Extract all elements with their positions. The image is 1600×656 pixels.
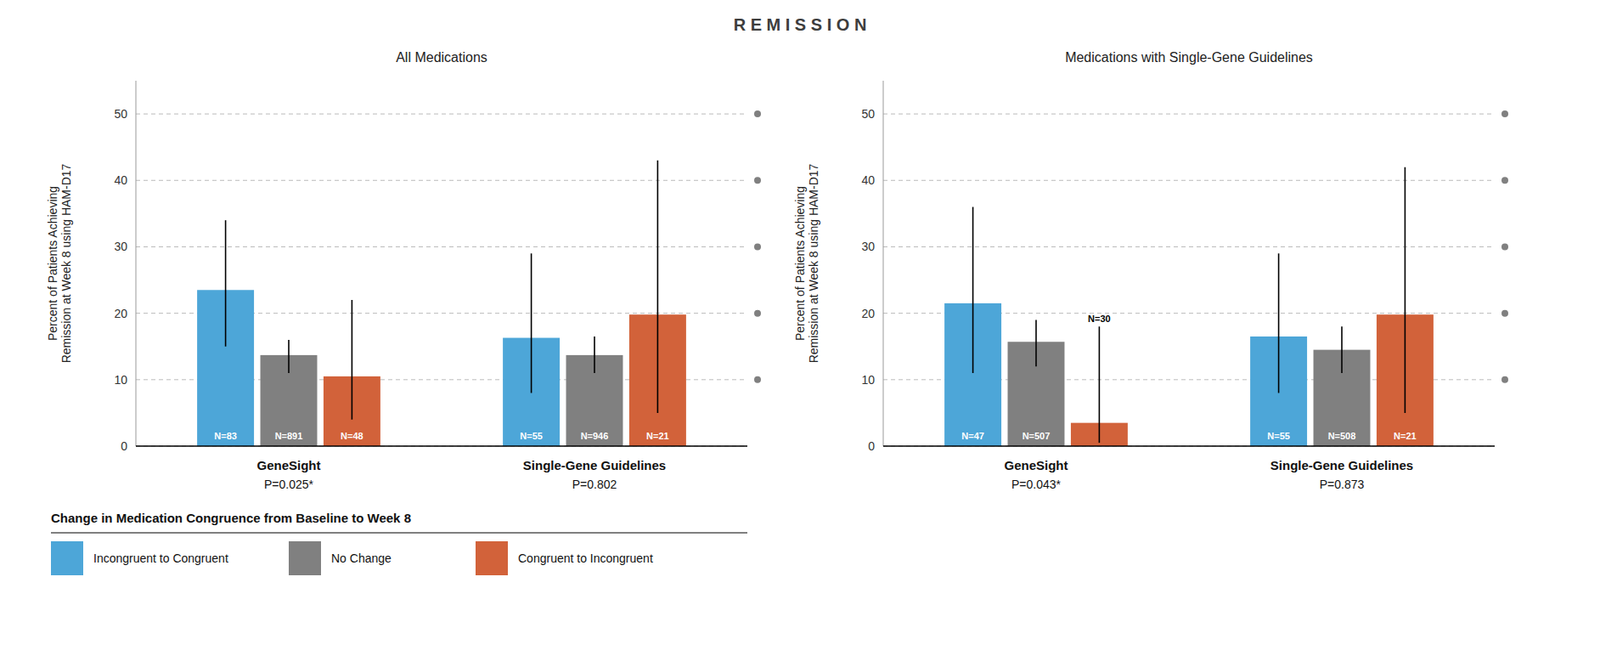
dot bbox=[754, 176, 761, 184]
dot bbox=[1501, 242, 1509, 250]
title: R E M I S S I O N bbox=[733, 15, 868, 34]
legend: Change in Medication Congruence from Bas… bbox=[50, 510, 748, 575]
y-axis-line bbox=[135, 80, 137, 446]
panel: Medications with Single-Gene Guidelines P… bbox=[793, 50, 1509, 491]
legend-swatch bbox=[288, 540, 322, 575]
error-bar bbox=[657, 160, 660, 413]
panel-title: Medications with Single-Gene Guidelines bbox=[1064, 50, 1313, 65]
dot bbox=[754, 376, 761, 384]
y-tick-label: 40 bbox=[861, 173, 875, 187]
error-bar bbox=[1340, 326, 1343, 373]
marks bbox=[944, 167, 1434, 446]
dot bbox=[1501, 309, 1509, 317]
grid-line bbox=[883, 113, 1495, 115]
p-value: P=0.802 bbox=[572, 477, 618, 491]
error-bar bbox=[530, 253, 533, 393]
dot bbox=[1501, 176, 1509, 184]
y-axis-label-line: Percent of Patients Achieving bbox=[45, 185, 60, 341]
y-axis-label-line: Remission at Week 8 using HAM-D17 bbox=[59, 163, 74, 363]
x-tick-label: Single-Gene Guidelines bbox=[1270, 457, 1414, 473]
y-tick-label: 30 bbox=[861, 239, 875, 254]
error-bar bbox=[287, 339, 290, 373]
n-label: N=21 bbox=[1393, 430, 1417, 441]
panel: All Medications Percent of Patients Achie… bbox=[45, 50, 761, 491]
y-axis-label-line: Percent of Patients Achieving bbox=[793, 185, 807, 341]
error-bar bbox=[1404, 167, 1407, 413]
grid-line bbox=[883, 180, 1495, 181]
p-value: P=0.873 bbox=[1319, 477, 1365, 491]
dot bbox=[1501, 376, 1509, 384]
y-tick-label: 0 bbox=[120, 439, 128, 453]
legend-swatch bbox=[475, 540, 508, 575]
x-tick-label: GeneSight bbox=[1003, 457, 1068, 473]
x-axis-line bbox=[883, 445, 1495, 446]
y-tick-label: 50 bbox=[113, 107, 128, 121]
error-bar bbox=[593, 336, 596, 373]
dot bbox=[754, 309, 761, 317]
y-tick-label: 20 bbox=[861, 306, 875, 321]
y-tick-label: 40 bbox=[113, 173, 128, 187]
error-bar bbox=[1035, 319, 1037, 367]
chart: R E M I S S I O N All Medications Percent … bbox=[0, 0, 1600, 656]
panel-title: All Medications bbox=[395, 50, 488, 65]
x-axis-line bbox=[135, 445, 748, 446]
dot bbox=[754, 110, 761, 118]
error-bar bbox=[972, 207, 975, 373]
error-bar bbox=[351, 299, 354, 420]
y-tick-label: 10 bbox=[113, 372, 128, 387]
error-bar bbox=[1098, 326, 1101, 443]
n-label: N=507 bbox=[1022, 430, 1051, 441]
marks bbox=[197, 160, 687, 446]
grid-line bbox=[135, 246, 748, 248]
grid-line bbox=[883, 445, 1495, 447]
n-label: N=508 bbox=[1328, 430, 1357, 441]
p-value: P=0.025* bbox=[264, 477, 315, 491]
n-label: N=21 bbox=[646, 430, 670, 441]
legend-label: No Change bbox=[331, 551, 392, 565]
grid-line bbox=[135, 113, 748, 115]
y-tick-label: 10 bbox=[861, 372, 875, 387]
y-tick-label: 0 bbox=[867, 439, 875, 453]
grid-line bbox=[135, 180, 748, 181]
y-axis-line bbox=[883, 80, 885, 446]
p-value: P=0.043* bbox=[1011, 477, 1062, 491]
n-label: N=48 bbox=[340, 430, 364, 441]
n-label: N=891 bbox=[275, 430, 304, 441]
x-tick-label: Single-Gene Guidelines bbox=[523, 457, 666, 473]
x-tick-label: GeneSight bbox=[256, 457, 321, 473]
y-axis-label-line: Remission at Week 8 using HAM-D17 bbox=[806, 163, 821, 363]
legend-label: Incongruent to Congruent bbox=[93, 551, 229, 565]
n-label: N=47 bbox=[961, 430, 985, 441]
grid-line bbox=[883, 246, 1495, 248]
grid-line bbox=[135, 445, 748, 447]
legend-label: Congruent to Incongruent bbox=[518, 551, 654, 565]
dot bbox=[754, 242, 761, 250]
y-tick-label: 50 bbox=[861, 107, 875, 121]
legend-rule bbox=[50, 532, 748, 534]
dot bbox=[1501, 110, 1509, 118]
legend-swatch bbox=[50, 540, 84, 575]
labels: N=83 N=891 N=48 N=55 N=946 N=21 bbox=[214, 430, 669, 441]
n-label: N=83 bbox=[214, 430, 237, 441]
n-label: N=946 bbox=[580, 430, 609, 441]
legend-title: Change in Medication Congruence from Bas… bbox=[50, 510, 412, 525]
y-axis-label: Percent of Patients AchievingRemission a… bbox=[793, 163, 822, 363]
n-label: N=30 bbox=[1087, 313, 1111, 324]
labels: N=47 N=507 N=30 N=55 N=508 N=21 bbox=[961, 313, 1416, 441]
error-bar bbox=[225, 219, 227, 347]
y-tick-label: 20 bbox=[113, 306, 128, 321]
error-bar bbox=[1278, 253, 1280, 393]
n-label: N=55 bbox=[1267, 430, 1291, 441]
y-tick-label: 30 bbox=[113, 239, 128, 254]
y-axis-label: Percent of Patients AchievingRemission a… bbox=[45, 163, 74, 363]
n-label: N=55 bbox=[519, 430, 543, 441]
